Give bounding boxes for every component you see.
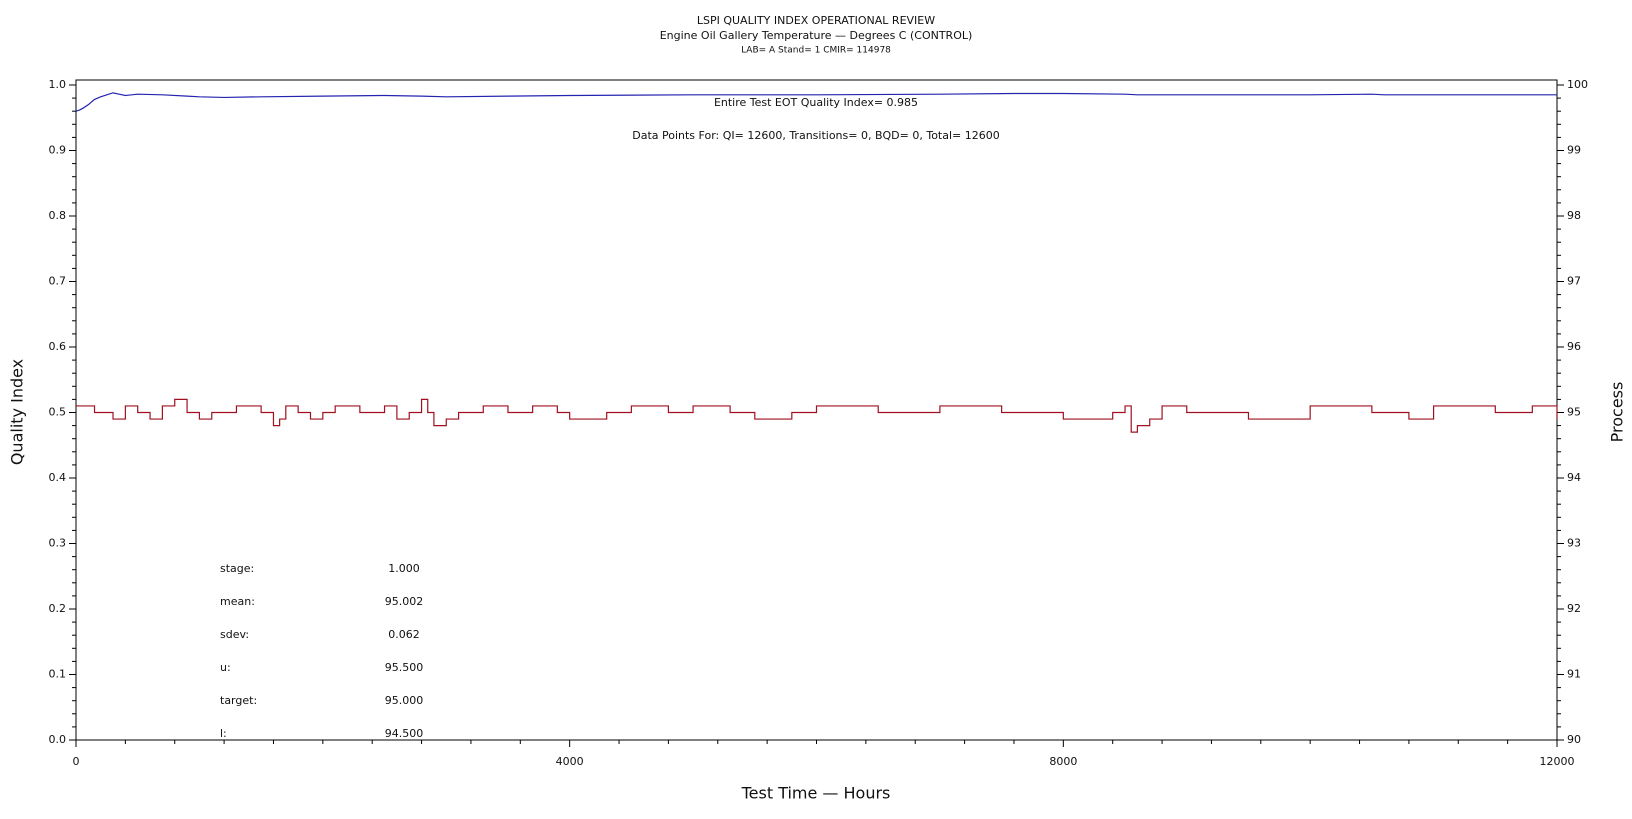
chart-title: LSPI QUALITY INDEX OPERATIONAL REVIEW <box>697 14 935 27</box>
y-tick-label: 0.9 <box>49 144 67 157</box>
data-line <box>75 92 1557 112</box>
stat-value: 95.000 <box>385 694 424 707</box>
y-tick-label: 0.4 <box>49 471 67 484</box>
y2-tick-label: 91 <box>1567 668 1581 681</box>
y2-tick-label: 98 <box>1567 209 1581 222</box>
y-tick-label: 0.0 <box>49 733 67 746</box>
y-axis-label: Quality Index <box>8 359 27 465</box>
y-tick-label: 0.7 <box>49 275 67 288</box>
y-tick-label: 0.8 <box>49 209 67 222</box>
y2-tick-label: 96 <box>1567 340 1581 353</box>
y-tick-label: 0.5 <box>49 406 67 419</box>
stat-label: target: <box>220 694 257 707</box>
y2-tick-label: 90 <box>1567 733 1581 746</box>
chart-subtitle: Engine Oil Gallery Temperature — Degrees… <box>660 29 973 42</box>
y2-axis-label: Process <box>1608 382 1627 443</box>
stat-label: mean: <box>220 595 255 608</box>
stat-value: 0.062 <box>388 628 420 641</box>
data-line <box>76 398 1558 433</box>
stat-value: 1.000 <box>388 562 420 575</box>
y2-tick-label: 95 <box>1567 406 1581 419</box>
stat-value: 95.500 <box>385 661 424 674</box>
y2-tick-label: 94 <box>1567 471 1581 484</box>
y-tick-label: 0.2 <box>49 602 67 615</box>
stat-value: 95.002 <box>385 595 424 608</box>
chart-subtitle: LAB= A Stand= 1 CMIR= 114978 <box>741 46 891 56</box>
annotation: Data Points For: QI= 12600, Transitions=… <box>632 129 1000 142</box>
y-tick-label: 0.3 <box>49 537 67 550</box>
annotation: Entire Test EOT Quality Index= 0.985 <box>714 96 918 109</box>
y2-tick-label: 97 <box>1567 275 1581 288</box>
stat-label: l: <box>220 727 227 740</box>
stat-value: 94.500 <box>385 727 424 740</box>
y2-tick-label: 99 <box>1567 144 1581 157</box>
y2-tick-label: 93 <box>1567 537 1581 550</box>
y-tick-label: 1.0 <box>49 78 67 91</box>
x-tick-label: 0 <box>73 755 80 768</box>
y-tick-label: 0.6 <box>49 340 67 353</box>
x-tick-label: 12000 <box>1540 755 1575 768</box>
x-tick-label: 8000 <box>1049 755 1077 768</box>
stat-label: u: <box>220 661 231 674</box>
y2-tick-label: 100 <box>1567 78 1588 91</box>
stat-label: stage: <box>220 562 254 575</box>
y-tick-label: 0.1 <box>49 668 67 681</box>
x-axis-label: Test Time — Hours <box>741 784 891 803</box>
y2-tick-label: 92 <box>1567 602 1581 615</box>
x-tick-label: 4000 <box>556 755 584 768</box>
stat-label: sdev: <box>220 628 249 641</box>
